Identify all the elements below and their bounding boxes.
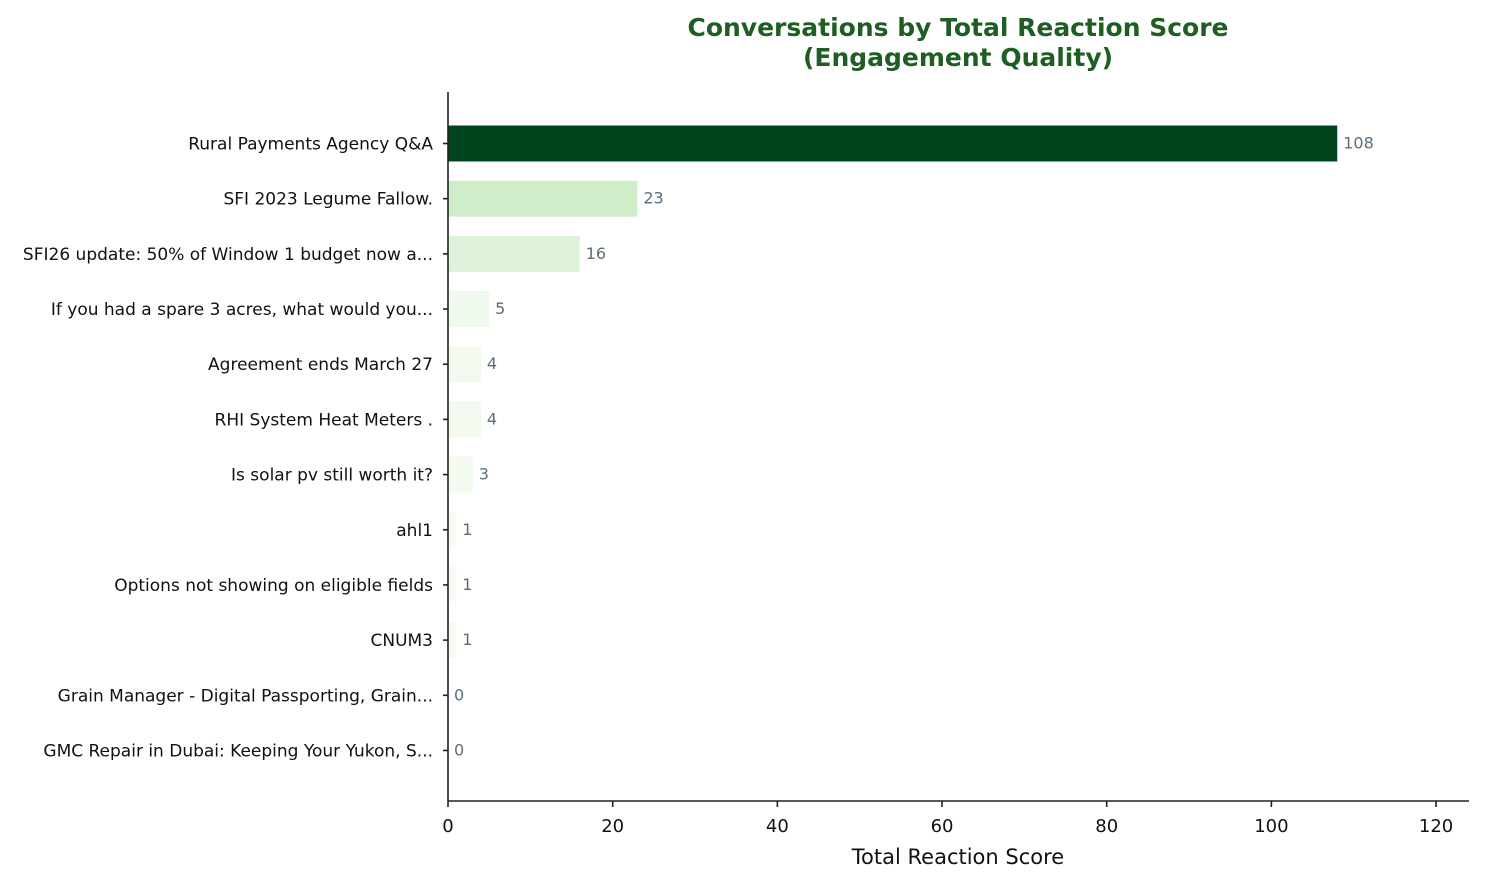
x-tick-label: 0 bbox=[442, 816, 453, 837]
bar bbox=[448, 291, 490, 328]
x-tick-label: 60 bbox=[931, 816, 954, 837]
value-label: 1 bbox=[462, 575, 472, 594]
value-label: 1 bbox=[462, 520, 472, 539]
chart-title-line-1: Conversations by Total Reaction Score bbox=[687, 13, 1228, 42]
category-label: Is solar pv still worth it? bbox=[231, 466, 433, 486]
value-label: 0 bbox=[454, 685, 464, 704]
x-tick-label: 120 bbox=[1419, 816, 1453, 837]
bar bbox=[448, 180, 638, 217]
bars-group bbox=[448, 125, 1338, 659]
value-label: 16 bbox=[586, 244, 606, 263]
category-label: If you had a spare 3 acres, what would y… bbox=[51, 300, 433, 320]
value-label: 108 bbox=[1343, 134, 1374, 153]
category-labels-group: Rural Payments Agency Q&A SFI 2023 Legume… bbox=[23, 135, 448, 761]
category-label: GMC Repair in Dubai: Keeping Your Yukon,… bbox=[43, 741, 433, 761]
x-tick-label: 100 bbox=[1254, 816, 1288, 837]
category-label: Options not showing on eligible fields bbox=[114, 576, 433, 596]
category-label: SFI 2023 Legume Fallow. bbox=[223, 190, 433, 210]
category-label: Agreement ends March 27 bbox=[208, 355, 433, 375]
x-tick-label: 40 bbox=[766, 816, 789, 837]
bar bbox=[448, 622, 457, 659]
bar bbox=[448, 456, 473, 493]
value-label: 4 bbox=[487, 354, 497, 373]
value-label: 1 bbox=[462, 630, 472, 649]
category-label: Grain Manager - Digital Passporting, Gra… bbox=[58, 686, 433, 706]
x-axis-ticks-group: 0 20 40 60 80 100 120 bbox=[442, 801, 1453, 837]
bar bbox=[448, 125, 1338, 162]
bar bbox=[448, 235, 580, 272]
category-label: RHI System Heat Meters . bbox=[215, 410, 433, 430]
value-label: 23 bbox=[643, 189, 663, 208]
x-tick-label: 80 bbox=[1095, 816, 1118, 837]
category-label: Rural Payments Agency Q&A bbox=[188, 135, 433, 155]
value-label: 3 bbox=[479, 465, 489, 484]
value-label: 5 bbox=[495, 299, 505, 318]
category-label: ahl1 bbox=[396, 521, 433, 541]
chart-title-line-2: (Engagement Quality) bbox=[803, 43, 1113, 72]
x-tick-label: 20 bbox=[601, 816, 624, 837]
category-label: CNUM3 bbox=[370, 631, 433, 651]
bar bbox=[448, 511, 457, 548]
value-label: 4 bbox=[487, 409, 497, 428]
category-label: SFI26 update: 50% of Window 1 budget now… bbox=[23, 245, 433, 265]
value-label: 0 bbox=[454, 740, 464, 759]
value-labels-group: 108 23 16 5 4 4 3 1 1 1 0 0 bbox=[454, 134, 1374, 760]
bar bbox=[448, 566, 457, 603]
bar bbox=[448, 346, 481, 383]
bar bbox=[448, 401, 481, 438]
x-axis-title: Total Reaction Score bbox=[851, 845, 1064, 869]
